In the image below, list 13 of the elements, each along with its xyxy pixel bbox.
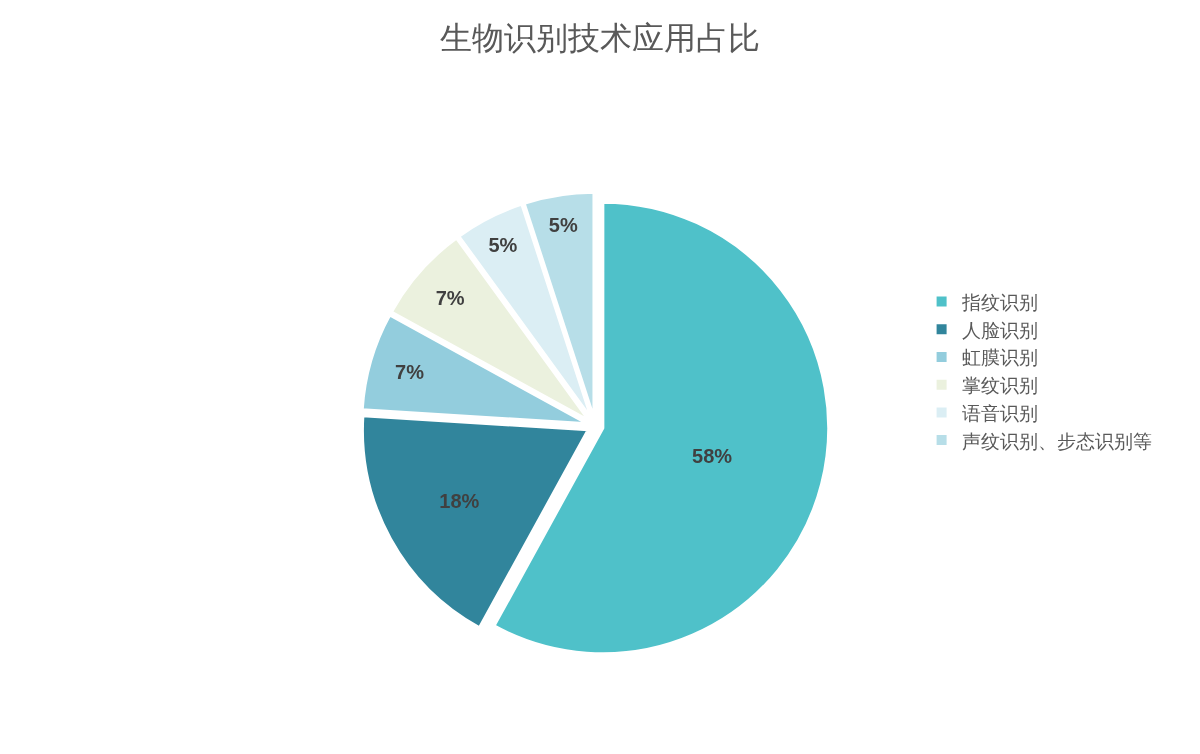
legend-label: 人脸识别: [961, 318, 1038, 341]
legend-label: 掌纹识别: [961, 374, 1038, 397]
legend-label: 语音识别: [961, 401, 1038, 424]
data-label: 7%: [435, 287, 465, 310]
data-label: 18%: [439, 489, 480, 512]
legend-label: 虹膜识别: [961, 346, 1038, 369]
data-label: 5%: [548, 214, 578, 237]
legend-label: 声纹识别、步态识别等: [961, 429, 1152, 452]
data-label: 7%: [395, 361, 425, 384]
legend-label: 指纹识别: [960, 291, 1038, 314]
chart-title: 生物识别技术应用占比: [440, 19, 760, 58]
data-label: 5%: [488, 233, 518, 256]
data-label: 58%: [692, 445, 733, 468]
